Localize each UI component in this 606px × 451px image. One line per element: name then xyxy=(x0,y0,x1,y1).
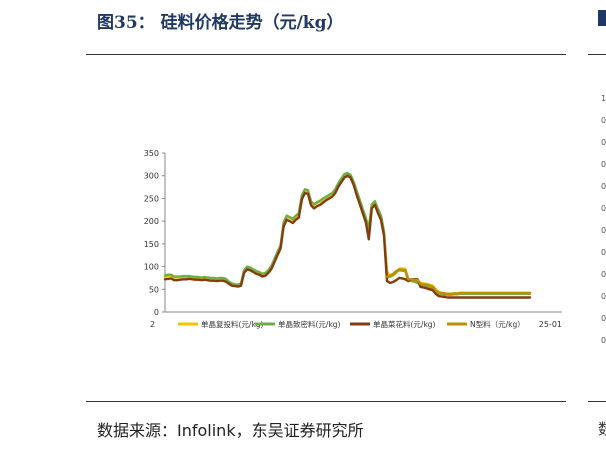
right-tick: 0 xyxy=(601,204,606,213)
figure-title: 图35： 硅料价格走势（元/kg） xyxy=(97,13,344,33)
y-tick-label: 150 xyxy=(144,240,159,249)
right-tick: 0 xyxy=(601,138,606,147)
bottom-divider xyxy=(86,401,566,402)
right-tick: 0 xyxy=(601,182,606,191)
y-tick-label: 200 xyxy=(144,217,159,226)
right-panel-top-divider xyxy=(588,54,606,55)
right-tick: 0 xyxy=(601,248,606,257)
series-line xyxy=(163,174,532,299)
right-tick: 1 xyxy=(601,94,606,103)
y-tick-label: 100 xyxy=(144,263,159,272)
legend-label: 单晶菜花料(元/kg) xyxy=(373,319,436,329)
y-tick-label: 250 xyxy=(144,194,159,203)
series-line xyxy=(163,171,532,296)
x-tick-label: 25-01 xyxy=(539,320,562,329)
right-tick: 0 xyxy=(601,160,606,169)
series-line xyxy=(163,172,532,295)
y-tick-label: 350 xyxy=(144,149,159,158)
right-tick: 0 xyxy=(601,292,606,301)
y-tick-label: 0 xyxy=(154,308,159,317)
x-tick-label: 2 xyxy=(150,320,155,329)
right-tick: 0 xyxy=(601,314,606,323)
right-tick: 0 xyxy=(601,226,606,235)
legend-label: 单晶复投料(元/kg) xyxy=(201,319,264,329)
data-source: 数据来源：Infolink，东吴证券研究所 xyxy=(97,421,364,440)
y-tick-label: 50 xyxy=(149,285,159,294)
right-panel-bottom-divider xyxy=(588,401,606,402)
right-panel-footer-fragment: 数 xyxy=(598,420,606,438)
right-tick: 0 xyxy=(601,336,606,345)
legend-label: 单晶致密料(元/kg) xyxy=(278,319,341,329)
y-tick-label: 300 xyxy=(144,172,159,181)
right-panel-axis-ticks: 1 0 0 0 0 0 0 0 0 0 0 0 xyxy=(601,88,606,352)
series-line xyxy=(385,268,532,295)
legend-label: N型料（元/kg） xyxy=(470,319,525,329)
right-tick: 0 xyxy=(601,270,606,279)
top-divider xyxy=(86,54,566,55)
right-tick: 0 xyxy=(601,116,606,125)
right-panel-title-fragment xyxy=(598,10,606,26)
